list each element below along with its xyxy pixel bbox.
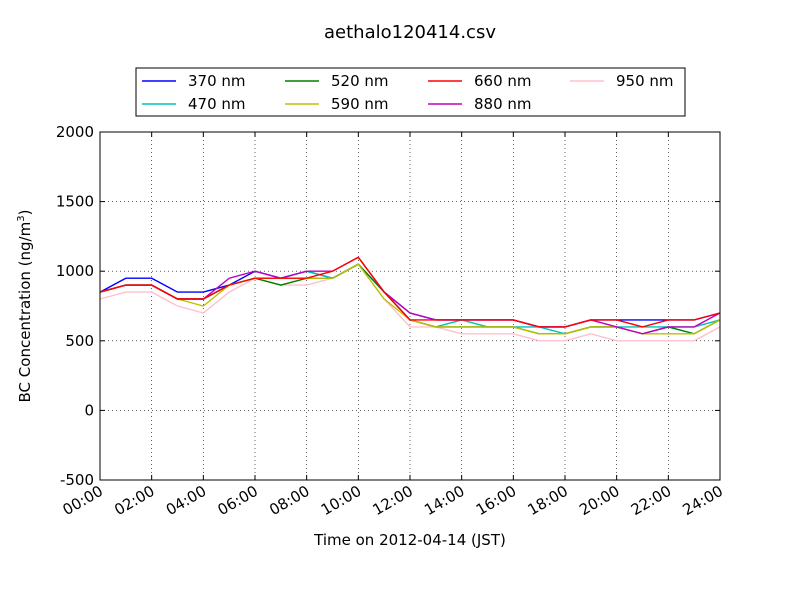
chart-title: aethalo120414.csv	[324, 22, 496, 43]
y-axis-label-tail: )	[16, 210, 34, 216]
y-axis-label-superscript: 3	[16, 215, 27, 221]
y-tick-label: 1000	[56, 262, 94, 280]
legend-label: 520 nm	[331, 72, 389, 90]
legend-label: 370 nm	[188, 72, 246, 90]
legend-items: 370 nm 470 nm 520 nm 590 nm 660 nm 880 nm 950 …	[142, 72, 674, 113]
y-axis-label: BC Concentration (ng/m3)	[16, 210, 34, 403]
y-tick-label: -500	[60, 471, 94, 489]
series-line-660-nm	[99, 256, 721, 328]
legend-box	[135, 67, 686, 117]
legend: 370 nm 470 nm 520 nm 590 nm 660 nm 880 nm 950 …	[135, 67, 686, 117]
y-axis: -500 0 500 1000 1500 2000	[56, 123, 720, 489]
x-axis-label: Time on 2012-04-14 (JST)	[313, 531, 506, 549]
legend-label: 950 nm	[616, 72, 674, 90]
y-axis-label-main: BC Concentration (ng/m	[16, 222, 34, 403]
series-lines	[99, 256, 721, 342]
series-line-950-nm	[99, 263, 721, 342]
y-tick-label: 2000	[56, 123, 94, 141]
legend-label: 470 nm	[188, 95, 246, 113]
legend-label: 660 nm	[474, 72, 532, 90]
y-tick-label: 500	[65, 332, 94, 350]
legend-label: 880 nm	[474, 95, 532, 113]
y-tick-label: 0	[84, 401, 94, 419]
y-tick-label: 1500	[56, 193, 94, 211]
legend-label: 590 nm	[331, 95, 389, 113]
